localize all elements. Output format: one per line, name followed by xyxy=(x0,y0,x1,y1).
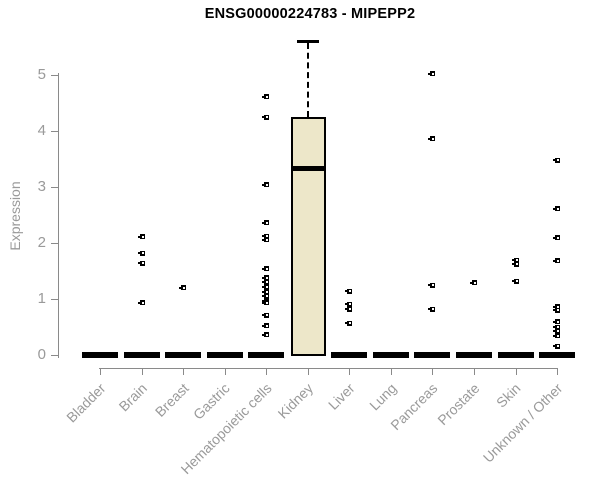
outlier-point xyxy=(262,237,270,243)
y-axis-line xyxy=(58,73,59,358)
y-axis-tick xyxy=(51,131,58,132)
outlier-point xyxy=(553,206,561,212)
y-tick-label: 3 xyxy=(37,178,46,195)
y-tick-label: 4 xyxy=(37,122,46,139)
outlier-point xyxy=(428,136,436,142)
y-axis-tick xyxy=(51,355,58,356)
outlier-point xyxy=(428,306,436,312)
x-axis-tick xyxy=(141,368,143,375)
outlier-point xyxy=(262,94,270,100)
x-tick-label: Prostate xyxy=(434,380,483,429)
x-tick-label: Skin xyxy=(493,380,524,411)
outlier-point xyxy=(345,306,353,312)
outlier-point xyxy=(262,300,270,306)
outlier-point xyxy=(262,233,270,239)
y-axis-tick xyxy=(51,243,58,244)
outlier-point xyxy=(262,293,270,299)
x-axis-line xyxy=(99,368,559,369)
boxplot-collapsed-bar xyxy=(206,352,243,358)
outlier-point xyxy=(553,343,561,349)
outlier-point xyxy=(511,278,519,284)
x-axis-tick xyxy=(515,368,517,375)
x-axis-tick xyxy=(349,368,351,375)
boxplot-median-line xyxy=(290,165,326,171)
x-axis-tick xyxy=(183,368,185,375)
outlier-point xyxy=(553,328,561,334)
y-axis-tick xyxy=(51,299,58,300)
outlier-point xyxy=(553,235,561,241)
outlier-point xyxy=(553,307,561,313)
boxplot-box xyxy=(290,117,326,356)
boxplot-collapsed-bar xyxy=(331,352,368,358)
y-axis-tick xyxy=(51,75,58,76)
outlier-point xyxy=(553,319,561,325)
outlier-point xyxy=(553,157,561,163)
outlier-point xyxy=(511,257,519,263)
outlier-point xyxy=(137,234,145,240)
y-tick-label: 0 xyxy=(37,346,46,363)
x-tick-label: Unknown / Other xyxy=(479,380,566,466)
outlier-point xyxy=(345,288,353,294)
boxplot-collapsed-bar xyxy=(82,352,118,358)
x-tick-label: Kidney xyxy=(274,380,317,422)
outlier-point xyxy=(511,261,519,267)
x-tick-label: Brain xyxy=(115,380,150,415)
boxplot-collapsed-bar xyxy=(539,352,576,358)
x-tick-label: Bladder xyxy=(62,380,109,426)
x-axis-tick xyxy=(432,368,434,375)
outlier-point xyxy=(469,280,477,286)
outlier-point xyxy=(137,300,145,306)
y-axis-tick xyxy=(51,187,58,188)
outlier-point xyxy=(262,266,270,272)
outlier-point xyxy=(553,258,561,264)
outlier-point xyxy=(428,282,436,288)
x-axis-tick xyxy=(307,368,309,375)
x-tick-label: Lung xyxy=(365,380,400,414)
outlier-point xyxy=(553,304,561,310)
chart-title: ENSG00000224783 - MIPEPP2 xyxy=(204,6,416,22)
x-axis-tick xyxy=(557,368,559,375)
boxplot-upper-whisker xyxy=(306,42,309,117)
y-tick-label: 5 xyxy=(37,66,46,83)
outlier-point xyxy=(262,220,270,226)
outlier-point xyxy=(345,301,353,307)
outlier-point xyxy=(262,289,270,295)
outlier-point xyxy=(553,324,561,330)
outlier-point xyxy=(428,71,436,77)
outlier-point xyxy=(345,320,353,326)
outlier-point xyxy=(262,332,270,338)
x-axis-tick xyxy=(100,368,101,375)
boxplot-collapsed-bar xyxy=(248,352,285,358)
x-tick-label: Breast xyxy=(151,380,192,420)
x-axis-tick xyxy=(473,368,475,375)
boxplot-collapsed-bar xyxy=(165,352,202,358)
x-axis-tick xyxy=(266,368,268,375)
outlier-point xyxy=(553,333,561,339)
outlier-point xyxy=(262,182,270,188)
x-axis-tick xyxy=(224,368,226,375)
boxplot-collapsed-bar xyxy=(123,352,160,358)
y-tick-label: 1 xyxy=(37,290,46,307)
outlier-point xyxy=(262,114,270,120)
boxplot-whisker-cap xyxy=(296,39,319,43)
boxplot-collapsed-bar xyxy=(455,352,492,358)
boxplot-collapsed-bar xyxy=(414,352,451,358)
x-tick-label: Liver xyxy=(324,380,358,413)
outlier-point xyxy=(179,285,187,291)
x-axis-tick xyxy=(390,368,392,375)
boxplot-collapsed-bar xyxy=(372,352,409,358)
y-tick-label: 2 xyxy=(37,234,46,251)
outlier-point xyxy=(262,279,270,285)
outlier-point xyxy=(262,323,270,329)
outlier-point xyxy=(137,260,145,266)
outlier-point xyxy=(262,275,270,281)
outlier-point xyxy=(137,250,145,256)
boxplot-collapsed-bar xyxy=(497,352,534,358)
outlier-point xyxy=(262,284,270,290)
outlier-point xyxy=(262,312,270,318)
